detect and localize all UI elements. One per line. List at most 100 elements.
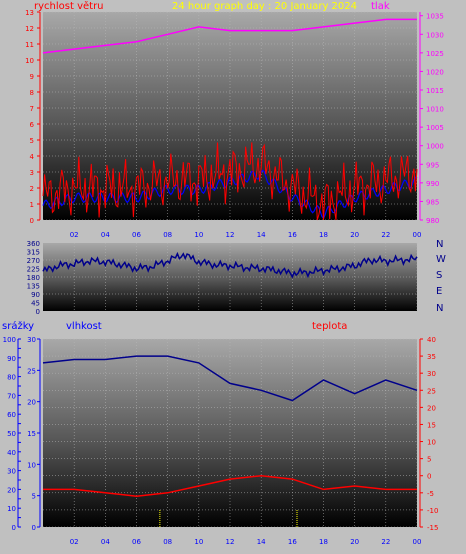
wind-tick-label: 1	[30, 201, 34, 209]
humidity-axes: 0102030405060708090100051015202530-15-10…	[3, 336, 439, 546]
compass-s: S	[436, 270, 442, 281]
temp-tick-label: -10	[427, 507, 438, 515]
x-tick-label: 00	[413, 231, 422, 239]
temp-tick-label: 35	[427, 353, 436, 361]
direction-tick-label: 45	[31, 300, 40, 308]
x-tick-label: 16	[288, 538, 297, 546]
rain-tick-label: 100	[3, 336, 16, 344]
x-tick-label: 02	[70, 538, 79, 546]
compass-n-bottom: N	[436, 303, 443, 314]
direction-tick-label: 225	[27, 266, 40, 274]
wind-tick-label: 2	[30, 185, 34, 193]
direction-tick-label: 180	[27, 274, 40, 282]
temp-tick-label: 15	[427, 421, 436, 429]
wind-tick-label: 8	[30, 89, 34, 97]
rain-tick-label: 30	[7, 468, 16, 476]
rain-axis-label: srážky	[2, 320, 34, 332]
x-tick-label: 16	[288, 231, 297, 239]
x-tick-label: 18	[319, 231, 328, 239]
compass-w: W	[436, 254, 446, 265]
humidity-series	[42, 355, 418, 497]
wind-line	[42, 142, 418, 221]
pressure-tick-label: 1015	[426, 87, 444, 95]
temp-tick-label: 20	[427, 404, 436, 412]
pressure-axis-label: tlak	[371, 1, 390, 12]
rain-tick-label: 80	[7, 374, 16, 382]
rain-tick-label: 0	[12, 524, 16, 532]
direction-tick-label: 90	[31, 291, 40, 299]
rain-tick-label: 20	[7, 486, 16, 494]
wind-tick-label: 11	[25, 41, 34, 49]
x-tick-label: 00	[413, 538, 422, 546]
pressure-tick-label: 1020	[426, 68, 444, 76]
x-tick-label: 18	[319, 538, 328, 546]
x-tick-label: 10	[194, 538, 203, 546]
humidity-tick-label: 25	[27, 367, 36, 375]
wind-grid	[43, 11, 418, 221]
rain-tick-label: 40	[7, 449, 16, 457]
pressure-line	[42, 18, 417, 54]
humidity-tick-label: 0	[32, 524, 36, 532]
x-tick-label: 22	[381, 231, 390, 239]
direction-tick-label: 315	[27, 249, 40, 257]
temp-tick-label: 40	[427, 336, 436, 344]
wind-tick-label: 12	[25, 25, 34, 33]
pressure-tick-label: 990	[426, 180, 439, 188]
chart-title: 24 hour graph day : 20 January 2024	[172, 1, 357, 12]
x-tick-label: 20	[350, 231, 359, 239]
pressure-tick-label: 1035	[426, 13, 444, 21]
x-tick-label: 12	[226, 231, 235, 239]
humidity-tick-label: 15	[27, 430, 36, 438]
wind-axis-label: rychlost větru	[34, 0, 104, 12]
x-tick-label: 20	[350, 538, 359, 546]
humidity-tick-label: 10	[27, 461, 36, 469]
temp-tick-label: 30	[427, 370, 436, 378]
humidity-axis-label: vlhkost	[66, 321, 102, 332]
pressure-tick-label: 1000	[426, 143, 444, 151]
humidity-tick-label: 5	[32, 493, 36, 501]
x-tick-label: 06	[132, 538, 141, 546]
wind-tick-label: 7	[30, 105, 34, 113]
x-tick-label: 22	[381, 538, 390, 546]
temp-tick-label: 10	[427, 439, 436, 447]
x-tick-label: 04	[101, 231, 110, 239]
pressure-tick-label: 1005	[426, 124, 444, 132]
wind-tick-label: 6	[30, 121, 35, 129]
x-tick-label: 12	[226, 538, 235, 546]
direction-tick-label: 135	[27, 283, 40, 291]
wind-tick-label: 3	[30, 169, 34, 177]
pressure-tick-label: 995	[426, 161, 439, 169]
wind-tick-label: 13	[25, 9, 34, 17]
humidity-line	[42, 355, 418, 402]
temp-tick-label: 5	[427, 456, 431, 464]
wind-tick-label: 4	[30, 153, 35, 161]
pressure-tick-label: 985	[426, 198, 439, 206]
compass-n-top: N	[436, 239, 443, 250]
x-tick-label: 02	[70, 231, 79, 239]
x-tick-label: 08	[163, 231, 172, 239]
temp-axis-label: teplota	[312, 321, 347, 332]
pressure-tick-label: 980	[426, 217, 439, 225]
pressure-tick-label: 1025	[426, 50, 444, 58]
humidity-tick-label: 20	[27, 399, 36, 407]
pressure-tick-label: 1030	[426, 31, 444, 39]
x-tick-label: 08	[163, 538, 172, 546]
x-tick-label: 14	[257, 538, 266, 546]
temp-tick-label: -5	[427, 490, 434, 498]
rain-tick-label: 10	[7, 505, 16, 513]
panel-wind-pressure	[43, 12, 417, 220]
rain-tick-label: 90	[7, 355, 16, 363]
temp-tick-label: 25	[427, 387, 436, 395]
wind-tick-label: 10	[25, 57, 34, 65]
direction-line	[42, 251, 418, 279]
direction-tick-label: 360	[27, 240, 40, 248]
x-tick-label: 06	[132, 231, 141, 239]
temp-tick-label: 0	[427, 473, 431, 481]
humidity-grid	[43, 338, 418, 528]
temperature-line	[43, 474, 417, 497]
direction-tick-label: 270	[27, 257, 40, 265]
rain-tick-label: 50	[7, 430, 16, 438]
direction-tick-label: 0	[36, 308, 40, 316]
